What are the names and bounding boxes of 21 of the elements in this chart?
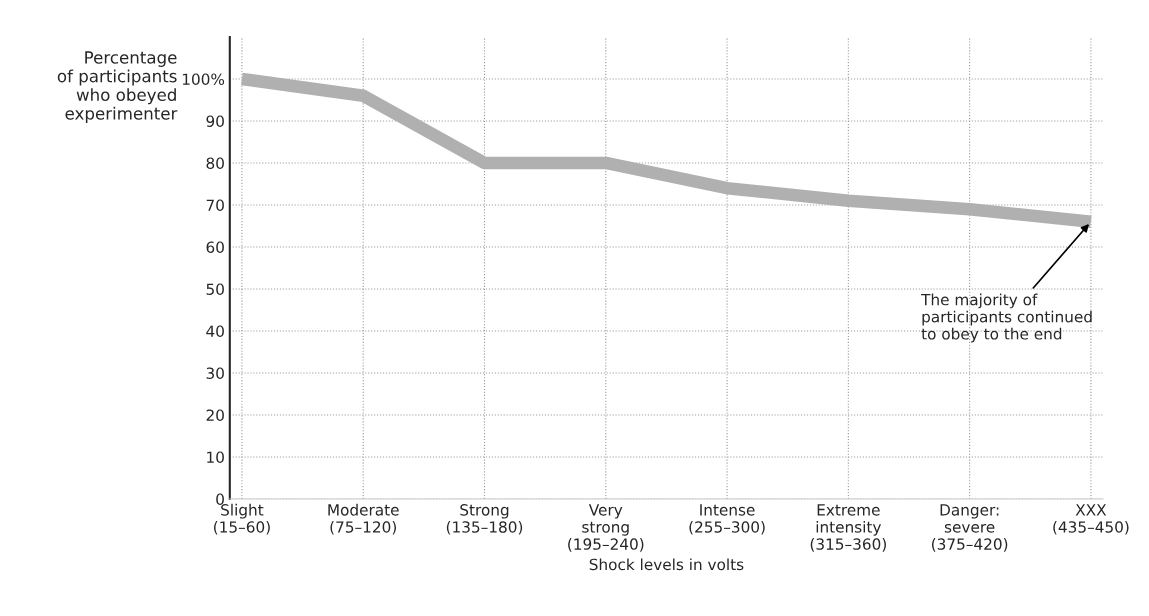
y-tick-label: 50 (206, 283, 224, 295)
y-tick-label: 80 (206, 157, 224, 169)
x-tick-label: Moderate (75–120) (328, 503, 399, 535)
x-tick-label: XXX (435–450) (1053, 504, 1129, 535)
y-tick-label: 10 (207, 451, 224, 463)
y-axis-title: Percentage of participants who obeyed experimenter (57, 51, 178, 123)
y-tick-label: 100% (182, 73, 225, 85)
x-tick-label: Strong (135–180) (446, 504, 523, 535)
x-axis-title: Shock levels in volts (589, 558, 744, 571)
y-tick-label: 90 (206, 115, 224, 127)
y-tick-label: 40 (206, 325, 224, 337)
y-tick-label: 0 (216, 493, 224, 505)
x-tick-label: Danger: severe (375–420) (932, 504, 1008, 552)
x-tick-label: Extreme intensity (315–360) (810, 504, 886, 552)
x-tick-label: Intense (255–300) (689, 504, 765, 535)
x-tick-label: Very strong (195–240) (568, 504, 644, 552)
y-tick-label: 30 (206, 367, 224, 379)
annotation: The majority of participants continued to obey to the end (921, 293, 1092, 343)
y-tick-label: 70 (206, 199, 224, 211)
y-tick-label: 20 (206, 409, 224, 421)
y-tick-label: 60 (206, 241, 224, 253)
